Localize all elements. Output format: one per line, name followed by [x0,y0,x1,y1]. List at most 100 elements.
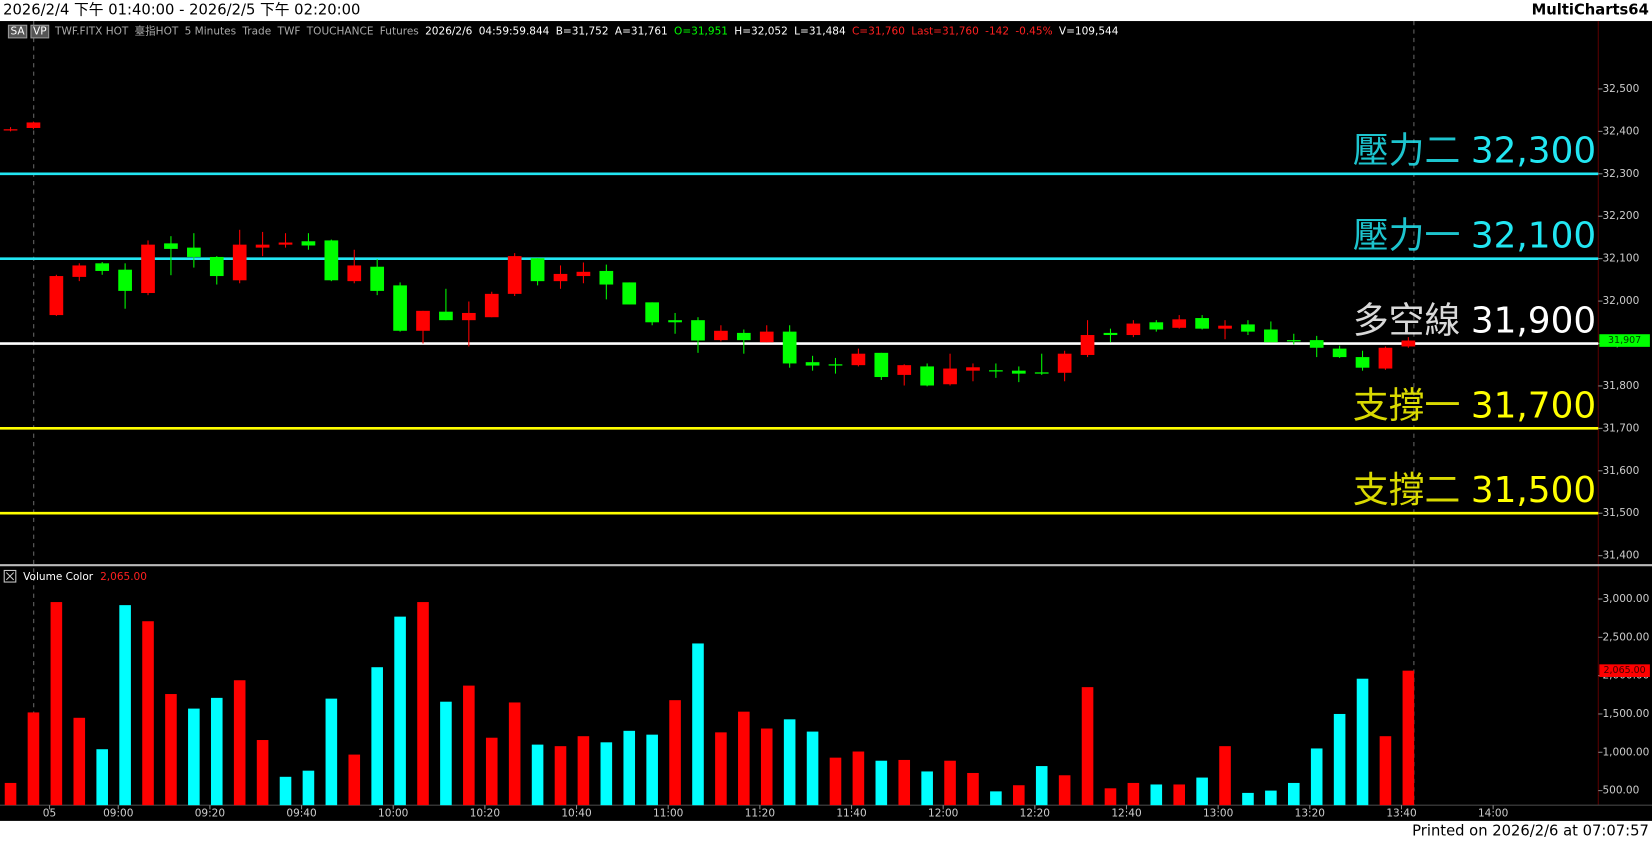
toolbar-item: 2026/2/6 [425,26,473,38]
candle-body [1355,357,1370,368]
candle-body [576,271,591,277]
volume-bar [600,742,613,806]
candle-body [1149,322,1164,330]
candle-body [759,331,774,343]
volume-bar [1081,687,1094,806]
volume-bar [760,728,773,806]
toolbar-item: Futures [380,26,419,38]
volume-bar [1058,775,1071,806]
level-label: 多空線 31,900 [1353,300,1596,341]
level-label: 支撐一 31,700 [1353,385,1596,426]
indicator-toggle-icon [5,572,15,581]
candle-body [209,256,224,277]
x-tick-label: 11:00 [653,808,683,820]
candle-body [1241,324,1255,332]
volume-bar [325,698,338,806]
x-tick-label: 12:40 [1111,808,1141,820]
y-tick-label: 1,000.00 [1602,746,1649,758]
volume-bar [875,760,888,806]
level-name: 支撐二 [1353,470,1460,511]
volume-bar [1333,713,1346,806]
volume-bar [531,744,544,806]
candle-body [461,312,476,321]
level-name: 多空線 [1353,300,1460,341]
x-tick-label: 10:00 [378,808,408,820]
level-value: 31,900 [1471,300,1596,341]
toolbar-item: -0.45% [1015,26,1052,38]
y-tick-label: 3,000.00 [1602,593,1649,605]
candle-body [1103,332,1118,336]
volume-bar [348,754,361,806]
volume-bar [852,751,865,806]
candle-body [691,320,705,341]
level-value: 31,500 [1471,470,1596,511]
toolbar-item: TWF [277,26,301,38]
toolbar-item: 04:59:59.844 [479,26,550,38]
y-tick-label: 31,400 [1602,550,1639,562]
level-name: 壓力一 [1353,216,1460,257]
y-tick-label: 32,400 [1602,125,1639,137]
print-footer: Printed on 2026/2/6 at 07:07:57 [1412,822,1649,839]
candle-body [1034,372,1049,374]
candle-body [439,311,453,321]
indicator-toggle[interactable] [3,569,17,583]
candle-body [874,352,889,378]
toolbar-button[interactable] [7,24,28,39]
volume-bar [806,731,819,806]
level-name: 壓力二 [1353,131,1460,172]
level-value: 31,700 [1471,385,1596,426]
y-tick-label: 32,500 [1602,83,1639,95]
volume-value: 2,065.00 [100,571,147,583]
candle-body [484,293,499,318]
candle-body [897,365,912,375]
candle-body [805,362,820,366]
candle-body [920,366,934,386]
candle-body [645,302,660,323]
x-tick-label: 13:40 [1386,808,1416,820]
x-tick-label: 13:20 [1295,808,1325,820]
y-tick-label: 32,300 [1602,168,1639,180]
volume-bar [463,685,475,806]
volume-bar [1379,736,1392,806]
volume-bar [1127,782,1140,806]
x-tick-label: 09:20 [195,808,225,820]
candle-body [989,370,1003,372]
volume-bar [577,736,590,806]
candle-body [1011,370,1026,374]
app-name: MultiCharts64 [1532,2,1649,19]
volume-bar [440,701,452,806]
candle-body [1332,348,1347,358]
volume-bar [417,602,429,806]
volume-bar [1196,777,1208,806]
candle-body [1309,340,1324,348]
toolbar-item: Trade [241,26,271,38]
volume-bar [485,737,498,806]
volume-bar [967,772,979,806]
toolbar-item: V=109,544 [1059,26,1119,38]
candle-body [26,122,41,128]
candle-body [393,285,407,331]
volume-bar [692,643,704,806]
volume-bar [1287,782,1300,806]
toolbar-item: 5 Minutes [185,26,236,38]
candle-body [416,310,430,331]
candle-body [232,244,247,281]
volume-bar [371,667,383,806]
candle-body [599,270,614,285]
candle-body [370,266,385,291]
volume-bar [165,694,177,806]
volume-bar [623,730,636,806]
toolbar-item: VP [33,26,47,38]
toolbar-item: SA [11,26,26,38]
date-range: 2026/2/4 下午 01:40:00 - 2026/2/5 下午 02:20… [3,2,360,19]
volume-bar [188,708,200,806]
y-tick-label: 31,700 [1602,422,1639,434]
volume-bar [119,605,131,806]
level-label: 壓力一 32,100 [1353,216,1596,257]
volume-bar [50,602,63,806]
volume-bar [1310,748,1323,806]
volume-bar [783,719,796,806]
x-tick-label: 05 [43,808,56,820]
toolbar-button[interactable] [30,24,50,39]
y-tick-label: 500.00 [1602,785,1639,797]
